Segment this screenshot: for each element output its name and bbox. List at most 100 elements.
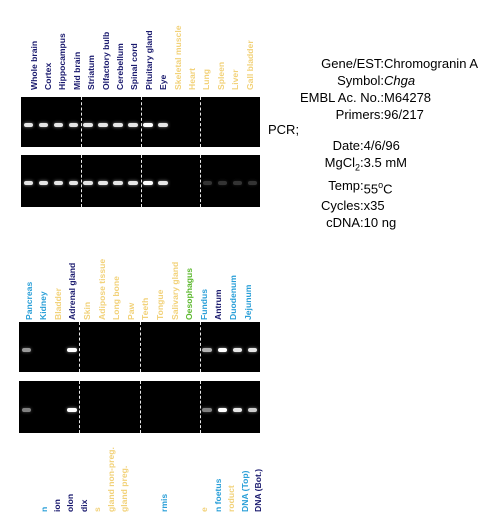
panel1-lane-label: Cerebellum	[114, 0, 125, 90]
gel-band	[21, 348, 32, 352]
gel-band	[66, 348, 77, 352]
panel3-lane-label	[172, 440, 183, 512]
panel2-lane-label-text: Tongue	[154, 289, 165, 320]
panel1-lane-label-text: Mid brain	[71, 51, 82, 90]
panel3-lane-label: DNA (Bot.)	[252, 440, 263, 512]
panel2-lane-label: Adrenal gland	[67, 230, 78, 320]
panel3-lane-label-text: dix	[78, 499, 89, 512]
mgcl-key: MgCl	[324, 155, 356, 170]
panel2-lane-label: Skin	[81, 230, 92, 320]
panel1-lane-label-text: Gall bladder	[244, 40, 255, 90]
lane-separator	[139, 322, 141, 372]
temp-number: 55	[363, 180, 379, 196]
panel3-lane-label	[132, 440, 143, 512]
panel1-lane-label-text: Lung	[201, 69, 212, 90]
panel3-lane-label-text: gland preg.	[118, 465, 129, 512]
pcr-block: Date: 4/6/96 MgCl2: 3.5 mM Temp: 55oC Cy…	[321, 137, 407, 231]
panel1-lane-label-text: Hippocampus	[57, 33, 68, 90]
panel1-lane-label: Pituitary gland	[143, 0, 154, 90]
gel-band	[68, 123, 79, 127]
gel-band	[68, 181, 79, 185]
panel2-lane-label: Adipose tissue	[96, 230, 107, 320]
panel2-gel-top	[19, 322, 260, 372]
gel-band	[247, 408, 258, 412]
gel-band	[217, 181, 228, 185]
panel2-lane-label: Paw	[125, 230, 136, 320]
panel2-lane-label: Bladder	[52, 230, 63, 320]
panel2-lane-label-text: Antrum	[213, 289, 224, 320]
panel3-lane-label: roduct	[226, 440, 237, 512]
panel3-lane-label: rmis	[159, 440, 170, 512]
panel2-lane-label: Fundus	[198, 230, 209, 320]
temp-label: Temp:	[328, 177, 364, 193]
panel3-lane-label-text: n foetus	[212, 478, 223, 512]
panel1-lane-label: Liver	[230, 0, 241, 90]
gel-band	[143, 181, 153, 185]
temp-value: 55oC	[364, 177, 407, 197]
panel1-lane-label: Lung	[201, 0, 212, 90]
panel1-lane-label-text: Pituitary gland	[143, 30, 154, 90]
lane-separator	[200, 97, 202, 147]
panel3-lane-label: gland non-preg.	[105, 440, 116, 512]
panel1-lane-label-text: Spleen	[215, 61, 226, 90]
panel3-lane-label: ion	[51, 440, 62, 512]
gel-band	[232, 348, 243, 352]
primers-value: 96/217	[384, 107, 424, 122]
panel3-lane-label-text: olon	[65, 493, 76, 512]
panel2-lane-label-text: Adrenal gland	[67, 262, 78, 320]
panel1-lane-label: Hippocampus	[57, 0, 68, 90]
lane-separator	[79, 381, 81, 433]
panel2-lane-label: Pancreas	[23, 230, 34, 320]
gel-band	[23, 181, 34, 185]
lane-separator	[200, 155, 202, 207]
lane-separator	[140, 97, 142, 147]
panel2-lane-label-text: Skin	[81, 301, 92, 320]
gene-value: Chromogranin A	[384, 56, 478, 71]
gel-band	[53, 181, 64, 185]
panel3-lane-label-text: DNA (Bot.)	[252, 468, 263, 512]
lane-separator	[199, 381, 201, 433]
panel3-lane-label-text: roduct	[226, 485, 237, 512]
mgcl-label: MgCl2:	[321, 154, 364, 177]
gel-band	[158, 123, 168, 127]
panel3-lane-label-text: n	[38, 506, 49, 512]
panel3-lane-label: olon	[65, 440, 76, 512]
cdna-value: 10 ng	[363, 214, 397, 230]
panel3-lane-label: e	[199, 440, 210, 512]
panel3-lane-label-text: rmis	[159, 493, 170, 512]
date-label: Date:	[332, 138, 364, 153]
panel2-lane-label-text: Fundus	[198, 288, 209, 320]
gene-label: Gene/EST:	[321, 56, 385, 71]
panel1-lane-label: Olfactory bulb	[100, 0, 111, 90]
gel-band	[83, 181, 93, 185]
panel2-lane-label: Antrum	[213, 230, 224, 320]
panel3-lane-labels: n ion olon dix s gland non-preg. gland preg. rm…	[38, 440, 268, 512]
panel2-lane-label-text: Jejunum	[242, 284, 253, 320]
panel1-gel-top	[21, 97, 260, 147]
panel1-lane-label: Whole brain	[28, 0, 39, 90]
panel3-lane-label-text: s	[92, 507, 103, 512]
panel1-lane-label: Gall bladder	[244, 0, 255, 90]
panel2-lane-label: Long bone	[111, 230, 122, 320]
gel-band	[128, 123, 138, 127]
panel1-lane-label-text: Spinal cord	[129, 43, 140, 90]
panel3-lane-label: dix	[78, 440, 89, 512]
gel-band	[202, 348, 213, 352]
gel-band	[53, 123, 64, 127]
panel1-lane-label: Skeletal muscle	[172, 0, 183, 91]
gel-band	[202, 408, 213, 412]
lane-separator	[80, 97, 82, 147]
panel1-lane-label-text: Skeletal muscle	[172, 25, 183, 91]
panel2-lane-label-text: Long bone	[111, 276, 122, 320]
panel3-lane-label: s	[92, 440, 103, 512]
gel-band	[247, 181, 258, 185]
panel1-lane-label-text: Cortex	[42, 62, 53, 90]
mgcl-sub: 2	[355, 162, 361, 173]
gel-band	[98, 181, 108, 185]
gel-band	[247, 348, 258, 352]
panel2-lane-label: Teeth	[140, 230, 151, 320]
gel-band	[113, 123, 123, 127]
mgcl-sep: :	[360, 155, 364, 170]
symbol-label: Symbol:	[337, 73, 385, 88]
gel-band	[232, 408, 243, 412]
